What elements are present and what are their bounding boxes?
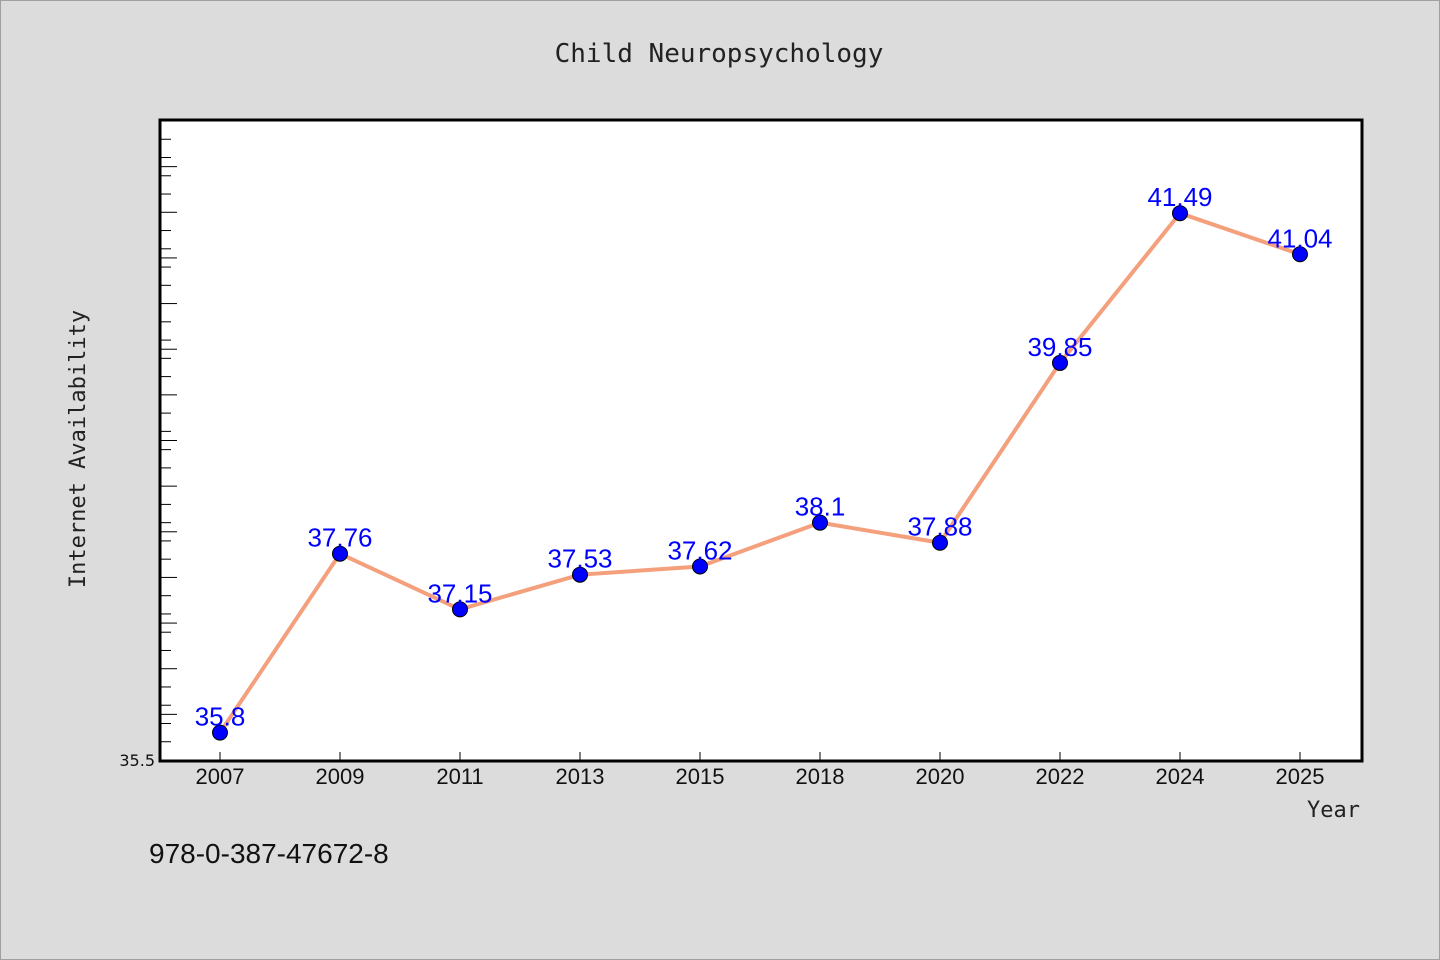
x-tick-label: 2018: [796, 764, 845, 789]
data-label: 35.8: [195, 702, 246, 732]
data-label: 37.88: [907, 512, 972, 542]
series-line: [218, 211, 1302, 735]
data-label: 38.1: [795, 492, 846, 522]
data-label: 37.62: [667, 535, 732, 565]
x-tick-label: 2024: [1156, 764, 1205, 789]
data-label: 37.53: [547, 544, 612, 574]
x-tick-label: 2011: [436, 764, 483, 789]
x-tick-label: 2015: [676, 764, 725, 789]
plot-area: [158, 118, 1364, 763]
series-group: 35.8 37.76 37.15 37.53 37.62 38.1 37.88 39.85 41…: [195, 182, 1333, 741]
data-point: [212, 724, 228, 741]
y-tick-label: 35.5: [119, 751, 155, 770]
x-tick-label: 2020: [916, 764, 965, 789]
x-axis-ticks: 2007 2009 2011 2013 2015 2018 2020 2022 2024 2025: [196, 752, 1325, 789]
x-tick-label: 2013: [556, 764, 605, 789]
data-label: 37.76: [307, 523, 372, 553]
y-axis-ticks: 35.5: [119, 138, 177, 770]
chart-title: Child Neuropsychology: [555, 39, 884, 69]
data-point: [332, 545, 348, 562]
data-point: [932, 534, 948, 551]
x-tick-label: 2025: [1276, 764, 1325, 789]
data-point: [692, 558, 708, 575]
data-point: [1052, 354, 1068, 371]
data-label: 39.85: [1027, 332, 1092, 362]
data-point: [572, 566, 588, 583]
data-label: 41.04: [1267, 223, 1332, 253]
data-point: [1172, 205, 1188, 222]
data-point: [1292, 246, 1308, 263]
isbn-text: 978-0-387-47672-8: [149, 838, 389, 869]
x-tick-label: 2022: [1036, 764, 1085, 789]
x-tick-label: 2007: [196, 764, 245, 789]
y-axis-label: Internet Availability: [66, 310, 91, 588]
data-label: 37.15: [427, 578, 492, 608]
x-tick-label: 2009: [316, 764, 365, 789]
data-point: [812, 514, 828, 531]
data-label: 41.49: [1147, 182, 1212, 212]
x-axis-label: Year: [1307, 798, 1360, 823]
data-point: [452, 601, 468, 618]
